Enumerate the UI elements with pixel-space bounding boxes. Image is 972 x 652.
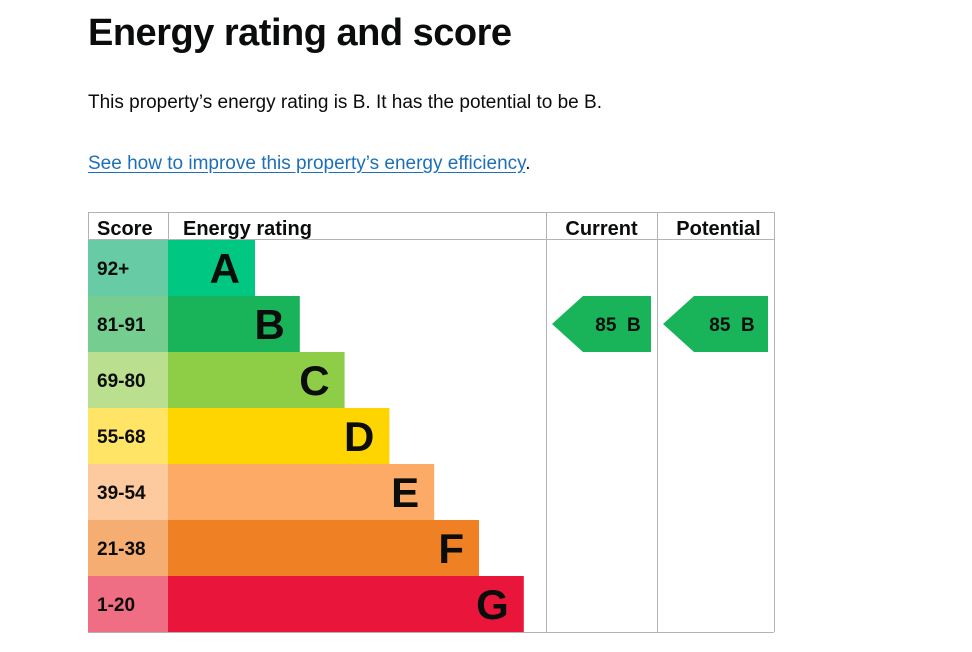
header-current: Current (565, 218, 638, 240)
band-b: 81-91 B (88, 296, 300, 352)
rating-letter: E (391, 469, 419, 516)
rating-letter: G (476, 581, 509, 628)
marker-arrow (663, 296, 768, 352)
score-cell (88, 520, 168, 576)
potential-rating-marker: 85 B (663, 296, 768, 352)
marker-label: 85 B (595, 315, 640, 336)
rating-bar (168, 408, 390, 464)
score-range-label: 92+ (97, 259, 129, 280)
band-g: 1-20 G (88, 576, 524, 632)
header-energy-rating: Energy rating (183, 218, 312, 240)
marker-label: 85 B (709, 315, 754, 336)
band-d: 55-68 D (88, 408, 390, 464)
score-range-label: 21-38 (97, 539, 146, 560)
link-suffix: . (525, 153, 531, 174)
rating-letter: B (254, 301, 284, 348)
rating-letter: A (210, 245, 240, 292)
score-range-label: 55-68 (97, 427, 146, 448)
score-cell (88, 464, 168, 520)
rating-bands: 92+ A 81-91 B 69-80 C 55-68 D 39-54 E 21-38 F 1-20 G (88, 240, 524, 632)
score-cell (88, 296, 168, 352)
header-potential: Potential (676, 218, 760, 240)
page-title: Energy rating and score (88, 12, 512, 54)
score-cell (88, 352, 168, 408)
rating-bar (168, 352, 345, 408)
score-range-label: 1-20 (97, 595, 135, 616)
current-rating-marker: 85 B (552, 296, 651, 352)
rating-letter: F (438, 525, 464, 572)
rating-bar (168, 464, 435, 520)
marker-arrow (552, 296, 651, 352)
band-e: 39-54 E (88, 464, 435, 520)
band-f: 21-38 F (88, 520, 479, 576)
score-cell (88, 240, 168, 296)
rating-bar (168, 576, 524, 632)
rating-bar (168, 240, 255, 296)
chart-headers: Score Energy rating Current Potential (97, 218, 761, 240)
header-score: Score (97, 218, 153, 240)
rating-letter: C (299, 357, 329, 404)
rating-markers: 85 B 85 B (552, 296, 768, 352)
improve-efficiency-link[interactable]: See how to improve this property’s energ… (88, 153, 526, 174)
score-cell (88, 576, 168, 632)
rating-bar (168, 296, 300, 352)
score-range-label: 69-80 (97, 371, 146, 392)
score-cell (88, 408, 168, 464)
score-range-label: 81-91 (97, 315, 146, 336)
rating-bar (168, 520, 479, 576)
score-range-label: 39-54 (97, 483, 146, 504)
rating-summary: This property’s energy rating is B. It h… (88, 92, 602, 113)
band-a: 92+ A (88, 240, 255, 296)
improve-link-paragraph: See how to improve this property’s energ… (88, 153, 531, 175)
rating-letter: D (344, 413, 374, 460)
band-c: 69-80 C (88, 352, 345, 408)
